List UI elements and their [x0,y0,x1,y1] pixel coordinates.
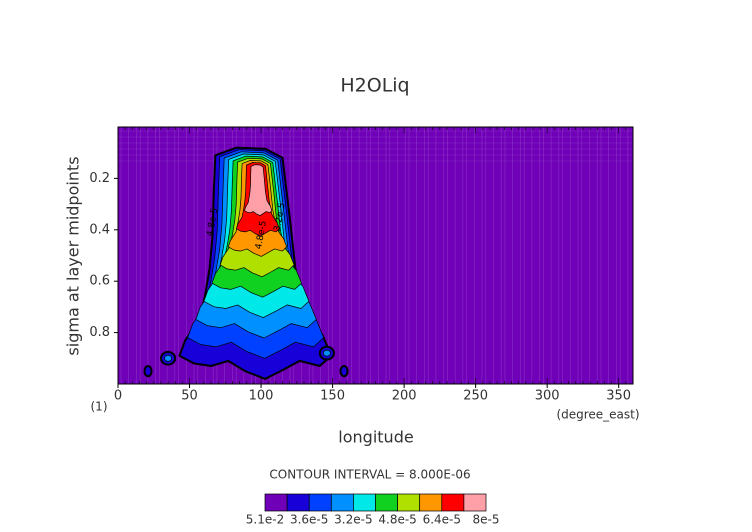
y-tick-label: 0.6 [89,274,110,289]
colorbar-box [419,493,443,512]
x-tick-label: 150 [320,389,345,404]
x-tick-label: 100 [249,389,274,404]
colorbar-box [397,493,421,512]
contour-label: 4.8e-5 [254,220,269,250]
x-tick-label: 0 [114,389,122,404]
corner-label: (1) [91,400,108,414]
colorbar-box [463,493,487,512]
y-axis-label: sigma at layer midpoints [64,156,83,355]
plot-area: 4.8e-5 3.2e-5 4.8e-5 [118,127,633,384]
contour-label: 3.2e-5 [273,202,288,232]
contour-region [339,365,349,378]
y-tick-label: 0.2 [89,171,110,186]
colorbar-label: 3.6e-5 [290,513,328,527]
colorbar-box [330,493,354,512]
colorbar-box [441,493,465,512]
contour-region [322,349,331,357]
colorbar-label: 4.8e-5 [378,513,416,527]
colorbar-label: 5.1e-2 [246,513,284,527]
contour-label: 4.8e-5 [205,207,220,237]
y-tick-label: 0.4 [89,222,110,237]
colorbar-box [286,493,310,512]
x-tick-label: 350 [606,389,631,404]
x-tick-label: 50 [181,389,198,404]
x-tick-label: 250 [463,389,488,404]
colorbar-box [353,493,376,512]
x-tick-label: 200 [392,389,417,404]
contour-region [143,365,153,378]
contour-region [164,354,172,362]
chart-title: H2OLiq [340,75,409,97]
colorbar-box [375,493,398,512]
x-tick-label: 300 [535,389,560,404]
colorbar-box [308,493,332,512]
colorbar-label: 6.4e-5 [423,513,461,527]
x-axis-label: longitude [338,428,413,447]
x-units: (degree_east) [556,408,639,422]
colorbar-label: 8e-5 [473,513,500,527]
y-tick-label: 0.8 [89,325,110,340]
colorbar-label: 3.2e-5 [334,513,372,527]
colorbar-box [264,493,288,512]
contour-region [244,164,273,216]
contour-interval: CONTOUR INTERVAL = 8.000E-06 [269,468,470,482]
